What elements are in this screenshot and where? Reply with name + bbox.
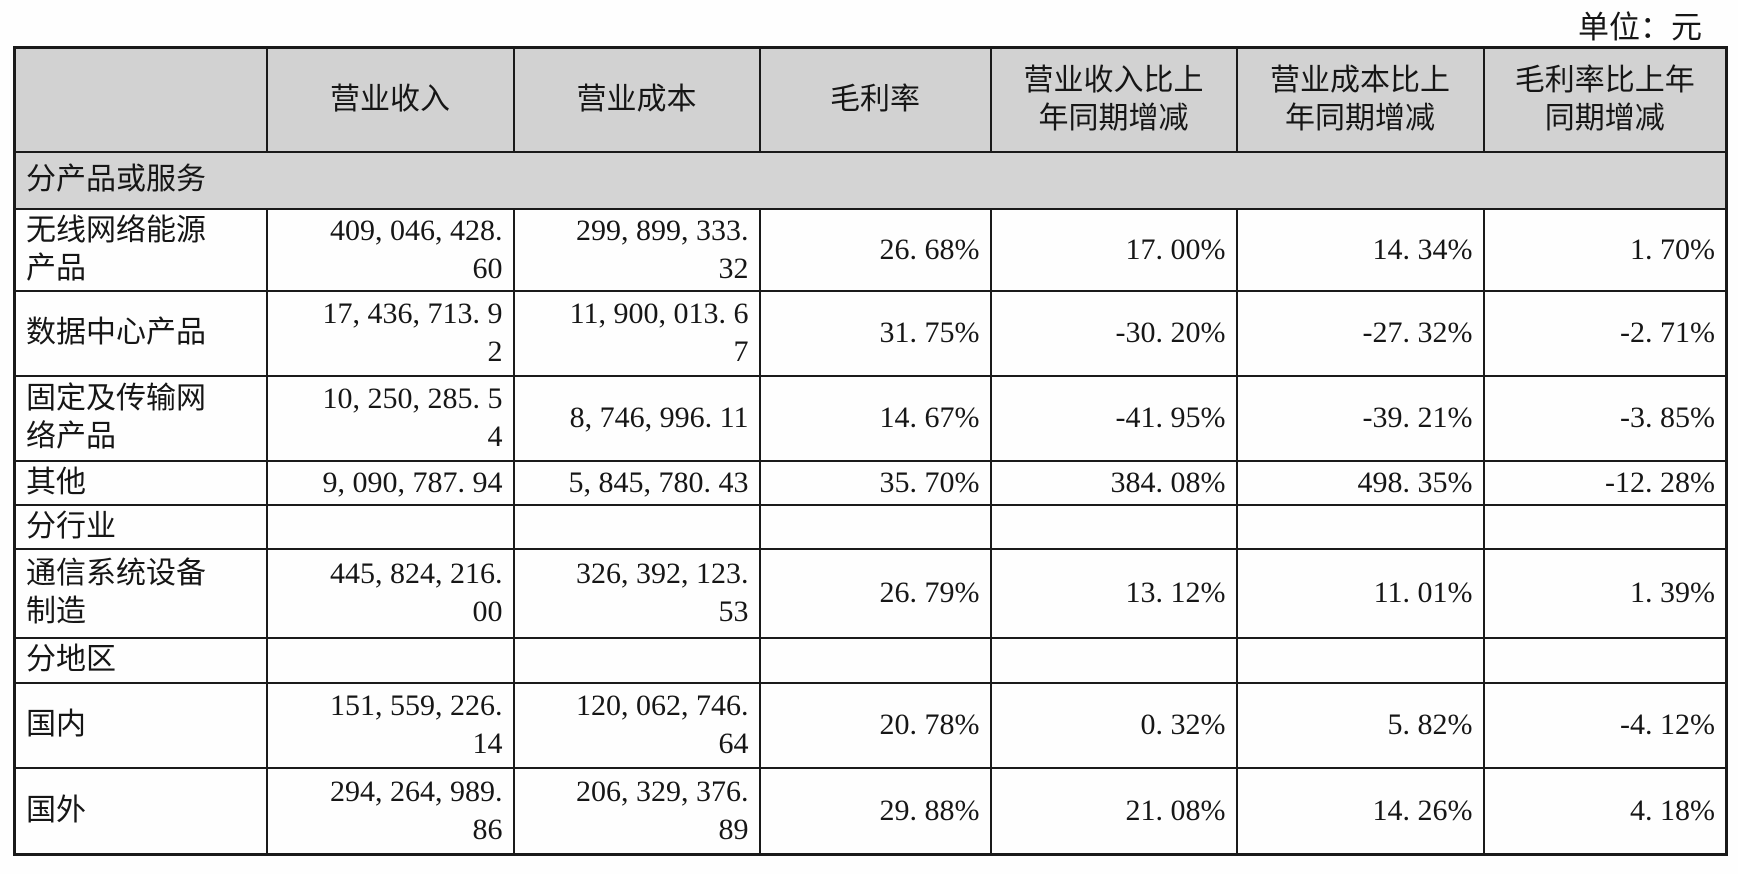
gross-margin-yoy-cell: 4. 18% [1482, 766, 1728, 856]
revenue-yoy-cell: 17. 00% [989, 207, 1238, 292]
financial-table: 营业收入 营业成本 毛利率 营业收入比上 年同期增减 营业成本比上 年同期增减 … [13, 46, 1728, 856]
col-header-category [13, 46, 268, 153]
revenue-yoy-cell: 13. 12% [989, 547, 1238, 639]
row-label-cell: 固定及传输网 络产品 [13, 374, 268, 462]
empty-cell [1235, 503, 1485, 550]
revenue-yoy-cell: 21. 08% [989, 766, 1238, 856]
empty-cell [265, 636, 515, 684]
revenue-cell: 17, 436, 713. 9 2 [265, 289, 515, 377]
cost-cell: 206, 329, 376. 89 [512, 766, 761, 856]
revenue-yoy-cell: 0. 32% [989, 681, 1238, 769]
cost-yoy-cell: 14. 26% [1235, 766, 1485, 856]
row-label-cell: 数据中心产品 [13, 289, 268, 377]
empty-cell [265, 503, 515, 550]
table-row: 固定及传输网 络产品 10, 250, 285. 5 4 8, 746, 996… [13, 374, 1728, 462]
col-header-revenue-yoy: 营业收入比上 年同期增减 [989, 46, 1238, 153]
gross-margin-cell: 14. 67% [758, 374, 992, 462]
col-header-gross-margin-yoy: 毛利率比上年 同期增减 [1482, 46, 1728, 153]
empty-cell [1235, 636, 1485, 684]
row-label-cell: 通信系统设备 制造 [13, 547, 268, 639]
cost-yoy-cell: -39. 21% [1235, 374, 1485, 462]
unit-label: 单位：元 [1578, 10, 1702, 45]
revenue-cell: 151, 559, 226. 14 [265, 681, 515, 769]
gross-margin-cell: 20. 78% [758, 681, 992, 769]
gross-margin-cell: 35. 70% [758, 459, 992, 506]
gross-margin-yoy-cell: -12. 28% [1482, 459, 1728, 506]
cost-cell: 5, 845, 780. 43 [512, 459, 761, 506]
cost-yoy-cell: 498. 35% [1235, 459, 1485, 506]
table-row: 国外 294, 264, 989. 86 206, 329, 376. 89 2… [13, 766, 1728, 856]
cost-yoy-cell: 11. 01% [1235, 547, 1485, 639]
empty-cell [1482, 636, 1728, 684]
row-label-cell: 国外 [13, 766, 268, 856]
gross-margin-yoy-cell: -2. 71% [1482, 289, 1728, 377]
empty-cell [989, 636, 1238, 684]
section-label: 分产品或服务 [13, 150, 1728, 210]
gross-margin-yoy-cell: -4. 12% [1482, 681, 1728, 769]
gross-margin-cell: 29. 88% [758, 766, 992, 856]
cost-cell: 299, 899, 333. 32 [512, 207, 761, 292]
cost-yoy-cell: -27. 32% [1235, 289, 1485, 377]
revenue-yoy-cell: -30. 20% [989, 289, 1238, 377]
cost-cell: 120, 062, 746. 64 [512, 681, 761, 769]
col-header-revenue: 营业收入 [265, 46, 515, 153]
revenue-cell: 445, 824, 216. 00 [265, 547, 515, 639]
empty-cell [758, 503, 992, 550]
row-label-cell: 无线网络能源 产品 [13, 207, 268, 292]
section-label: 分行业 [13, 503, 268, 550]
table-header-row: 营业收入 营业成本 毛利率 营业收入比上 年同期增减 营业成本比上 年同期增减 … [13, 46, 1728, 153]
revenue-cell: 294, 264, 989. 86 [265, 766, 515, 856]
section-label: 分地区 [13, 636, 268, 684]
gross-margin-yoy-cell: -3. 85% [1482, 374, 1728, 462]
row-label-cell: 国内 [13, 681, 268, 769]
cost-cell: 8, 746, 996. 11 [512, 374, 761, 462]
gross-margin-cell: 26. 79% [758, 547, 992, 639]
revenue-cell: 10, 250, 285. 5 4 [265, 374, 515, 462]
gross-margin-yoy-cell: 1. 39% [1482, 547, 1728, 639]
revenue-yoy-cell: 384. 08% [989, 459, 1238, 506]
col-header-cost: 营业成本 [512, 46, 761, 153]
revenue-cell: 9, 090, 787. 94 [265, 459, 515, 506]
cost-yoy-cell: 14. 34% [1235, 207, 1485, 292]
table-row: 数据中心产品 17, 436, 713. 9 2 11, 900, 013. 6… [13, 289, 1728, 377]
table-row: 无线网络能源 产品 409, 046, 428. 60 299, 899, 33… [13, 207, 1728, 292]
empty-cell [512, 503, 761, 550]
row-label-cell: 其他 [13, 459, 268, 506]
cost-cell: 326, 392, 123. 53 [512, 547, 761, 639]
gross-margin-cell: 31. 75% [758, 289, 992, 377]
empty-cell [989, 503, 1238, 550]
empty-cell [512, 636, 761, 684]
revenue-cell: 409, 046, 428. 60 [265, 207, 515, 292]
section-row-by-industry: 分行业 [13, 503, 1728, 550]
section-row-by-region: 分地区 [13, 636, 1728, 684]
gross-margin-yoy-cell: 1. 70% [1482, 207, 1728, 292]
table-row: 通信系统设备 制造 445, 824, 216. 00 326, 392, 12… [13, 547, 1728, 639]
empty-cell [1482, 503, 1728, 550]
col-header-gross-margin: 毛利率 [758, 46, 992, 153]
revenue-yoy-cell: -41. 95% [989, 374, 1238, 462]
col-header-cost-yoy: 营业成本比上 年同期增减 [1235, 46, 1485, 153]
table-row: 其他 9, 090, 787. 94 5, 845, 780. 43 35. 7… [13, 459, 1728, 506]
table-row: 国内 151, 559, 226. 14 120, 062, 746. 64 2… [13, 681, 1728, 769]
section-row-by-product: 分产品或服务 [13, 150, 1728, 210]
cost-yoy-cell: 5. 82% [1235, 681, 1485, 769]
empty-cell [758, 636, 992, 684]
gross-margin-cell: 26. 68% [758, 207, 992, 292]
cost-cell: 11, 900, 013. 6 7 [512, 289, 761, 377]
